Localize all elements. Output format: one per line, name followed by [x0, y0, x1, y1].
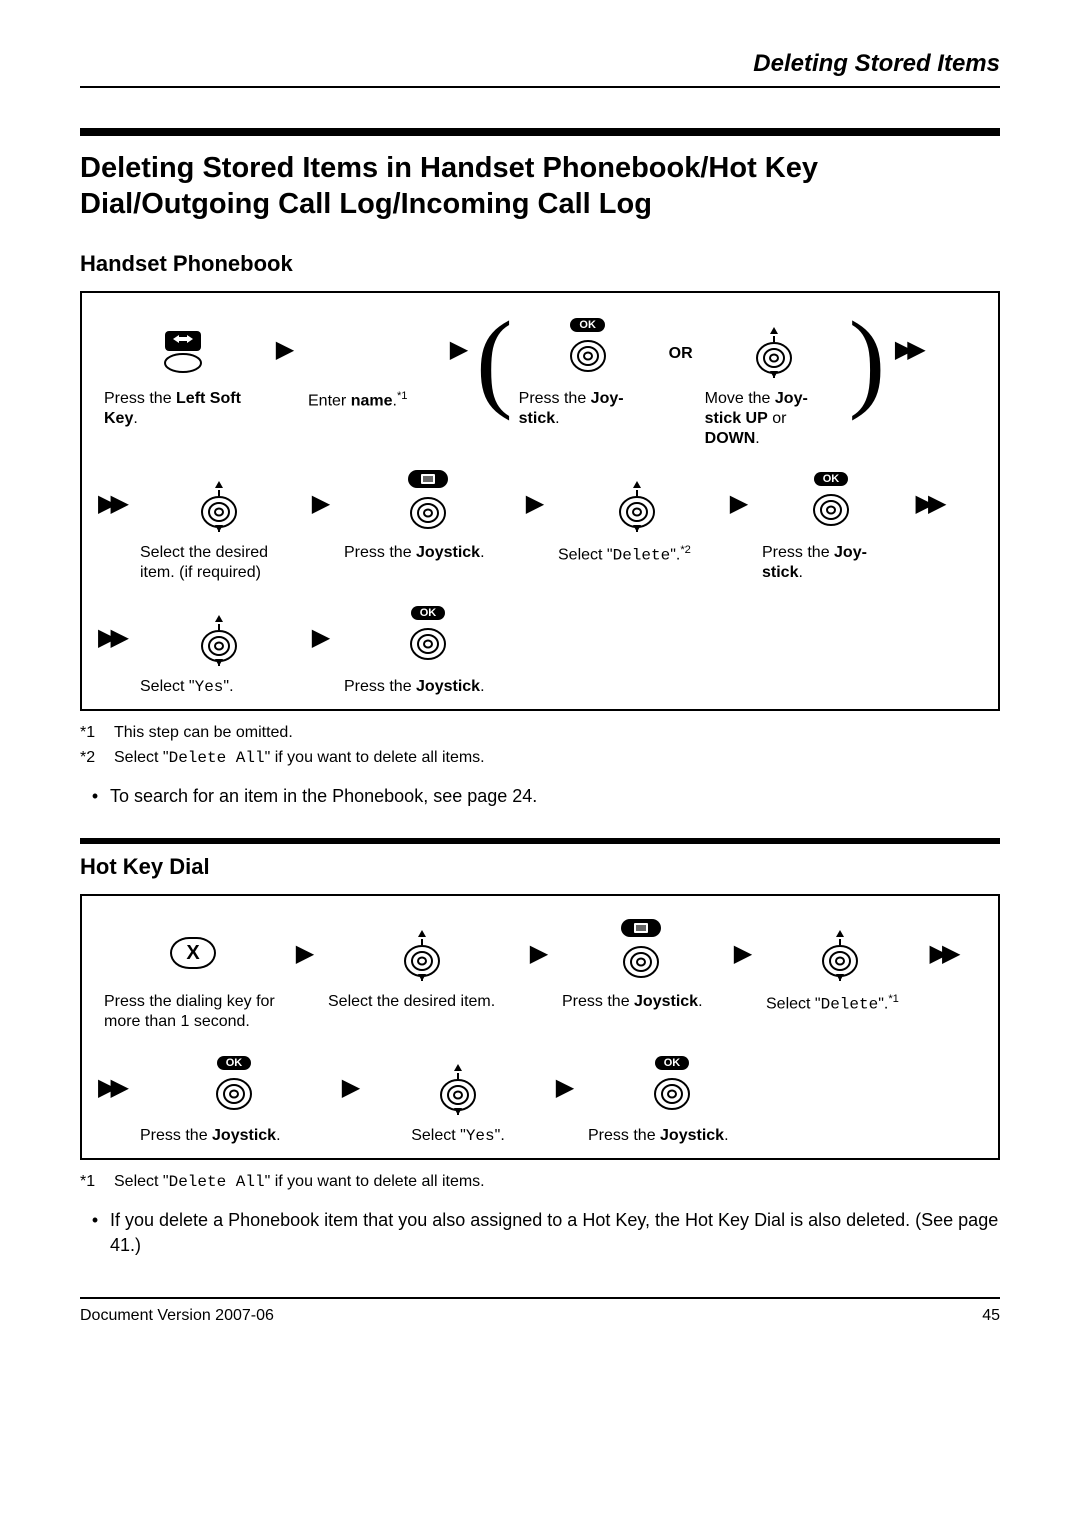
ok-pill: OK — [655, 1056, 690, 1070]
joystick-icon — [818, 918, 862, 988]
arrow-icon: ▶ — [304, 603, 338, 673]
s2-step6-caption: Select "Yes". — [368, 1126, 548, 1146]
section1-box: Press the Left Soft Key. ▶ Enter name.*1… — [80, 291, 1000, 711]
section1-footnotes: *1 This step can be omitted. *2 Select "… — [80, 721, 1000, 770]
s2-step4-caption: Select "Delete".*1 — [760, 992, 920, 1014]
section2-heading: Hot Key Dial — [80, 854, 1000, 880]
s2-step3-caption: Press the Joystick. — [556, 992, 726, 1012]
joystick-icon — [615, 469, 659, 539]
arrow-icon: ▶ — [518, 469, 552, 539]
ok-pill: OK — [411, 606, 446, 620]
continue-arrow-icon: ▶▶ — [98, 603, 134, 673]
section2-bullet: • If you delete a Phonebook item that yo… — [80, 1208, 1000, 1257]
arrow-icon: ▶ — [268, 315, 302, 385]
arrow-icon: ▶ — [522, 918, 556, 988]
arrow-icon: ▶ — [288, 918, 322, 988]
continue-arrow-icon: ▶▶ — [906, 469, 950, 539]
joystick-icon — [197, 469, 241, 539]
arrow-icon: ▶ — [548, 1052, 582, 1122]
menu-pill-icon — [621, 919, 661, 942]
page-number: 45 — [982, 1307, 1000, 1325]
doc-version: Document Version 2007-06 — [80, 1307, 274, 1325]
main-title: Deleting Stored Items in Handset Phonebo… — [80, 150, 1000, 223]
joystick-icon — [197, 603, 241, 673]
dial-key-icon: X — [170, 937, 216, 969]
joystick-icon — [752, 315, 796, 385]
title-rule — [80, 128, 1000, 136]
continue-arrow-icon: ▶▶ — [885, 315, 929, 385]
s2-step2-caption: Select the desired item. — [322, 992, 522, 1012]
joystick-icon — [406, 493, 450, 538]
arrow-icon: ▶ — [726, 918, 760, 988]
step5-caption: Select the desired item. (if required) — [134, 543, 304, 583]
or-label: OR — [669, 345, 693, 363]
joystick-icon — [809, 490, 853, 535]
menu-pill-icon — [408, 470, 448, 493]
joystick-icon — [566, 336, 610, 381]
joystick-icon — [400, 918, 444, 988]
step2-caption: Enter name.*1 — [302, 389, 442, 411]
step7-caption: Select "Delete".*2 — [552, 543, 722, 565]
ok-pill: OK — [814, 472, 849, 486]
section1-heading: Handset Phonebook — [80, 251, 1000, 277]
section2-rule — [80, 838, 1000, 844]
continue-arrow-icon: ▶▶ — [98, 469, 134, 539]
running-title: Deleting Stored Items — [80, 50, 1000, 88]
step10-caption: Press the Joystick. — [338, 677, 518, 697]
step6-caption: Press the Joystick. — [338, 543, 518, 563]
page-footer: Document Version 2007-06 45 — [80, 1307, 1000, 1325]
s2-step1-caption: Press the dialing key for more than 1 se… — [98, 992, 288, 1032]
s2-step5-caption: Press the Joystick. — [134, 1126, 334, 1146]
footer-rule — [80, 1297, 1000, 1299]
joystick-icon — [619, 942, 663, 987]
softkey-icon — [157, 315, 209, 385]
step3-caption: Press the Joy-stick. — [513, 389, 663, 429]
step8-caption: Press the Joy-stick. — [756, 543, 906, 583]
step9-caption: Select "Yes". — [134, 677, 304, 697]
continue-arrow-icon: ▶▶ — [920, 918, 964, 988]
continue-arrow-icon: ▶▶ — [98, 1052, 134, 1122]
arrow-icon: ▶ — [334, 1052, 368, 1122]
joystick-icon — [650, 1074, 694, 1119]
joystick-icon — [212, 1074, 256, 1119]
step4-caption: Move the Joy-stick UP or DOWN. — [699, 389, 849, 449]
section2-footnotes: *1 Select "Delete All" if you want to de… — [80, 1170, 1000, 1194]
section1-bullet: • To search for an item in the Phonebook… — [80, 784, 1000, 808]
ok-pill: OK — [217, 1056, 252, 1070]
arrow-icon: ▶ — [442, 315, 476, 385]
ok-pill: OK — [570, 318, 605, 332]
or-group: ( OK Press the Joy-stick. OR Move the Jo… — [476, 315, 885, 449]
section2-box: X Press the dialing key for more than 1 … — [80, 894, 1000, 1160]
arrow-icon: ▶ — [722, 469, 756, 539]
joystick-icon — [436, 1052, 480, 1122]
s2-step7-caption: Press the Joystick. — [582, 1126, 762, 1146]
joystick-icon — [406, 624, 450, 669]
step1-caption: Press the Left Soft Key. — [98, 389, 268, 429]
arrow-icon: ▶ — [304, 469, 338, 539]
